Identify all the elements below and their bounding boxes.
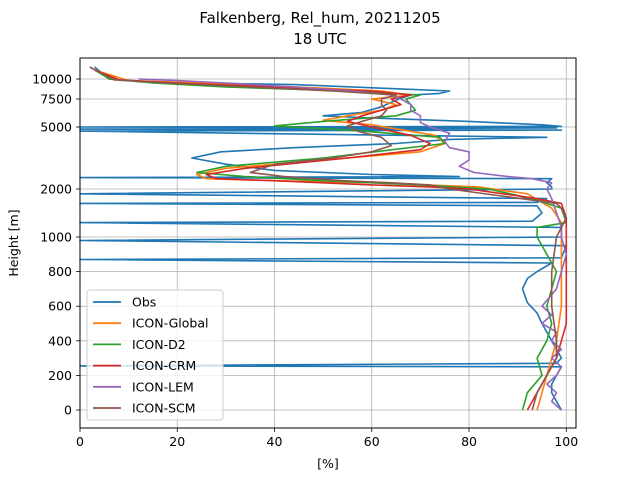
legend-label-icon-d2: ICON-D2	[132, 337, 186, 352]
x-tick-label: 20	[169, 434, 185, 449]
y-tick-label: 7500	[40, 92, 72, 107]
y-tick-label: 600	[48, 299, 72, 314]
y-tick-label: 400	[48, 333, 72, 348]
y-tick-label: 2000	[40, 182, 72, 197]
x-tick-label: 40	[267, 434, 283, 449]
series-lines	[79, 66, 568, 411]
series-line-obs	[79, 66, 568, 411]
series-line-icon-d2	[94, 69, 568, 411]
plot-frame	[79, 57, 577, 429]
chart-subtitle: 18 UTC	[293, 30, 347, 48]
y-tick-label: 800	[48, 264, 72, 279]
x-tick-label: 100	[554, 434, 578, 449]
y-tick-label: 200	[48, 368, 72, 383]
series-line-icon-scm	[89, 66, 568, 411]
y-tick-label: 10000	[32, 72, 72, 87]
legend-label-icon-scm: ICON-SCM	[132, 401, 196, 416]
axis-ticks: 0 20 40 60 80 1000200400600800100020005000750…	[32, 72, 578, 450]
legend-label-icon-crm: ICON-CRM	[132, 358, 196, 373]
series-line-icon-lem	[138, 78, 568, 411]
legend-label-icon-global: ICON-Global	[132, 316, 208, 331]
x-tick-label: 60	[364, 434, 380, 449]
y-tick-label: 5000	[40, 120, 72, 135]
y-tick-label: 1000	[40, 230, 72, 245]
y-tick-label: 0	[64, 403, 72, 418]
legend: Obs ICON-Global ICON-D2 ICON-CRM ICON-LEM ICO…	[86, 289, 224, 421]
x-tick-label: 0	[76, 434, 84, 449]
chart-title: Falkenberg, Rel_hum, 20211205	[199, 9, 440, 28]
x-tick-label: 80	[461, 434, 477, 449]
y-axis-label: Height [m]	[6, 209, 21, 276]
legend-label-obs: Obs	[132, 295, 156, 310]
series-line-icon-global	[94, 69, 563, 411]
legend-label-icon-lem: ICON-LEM	[132, 379, 194, 394]
x-axis-label: [%]	[317, 456, 339, 471]
